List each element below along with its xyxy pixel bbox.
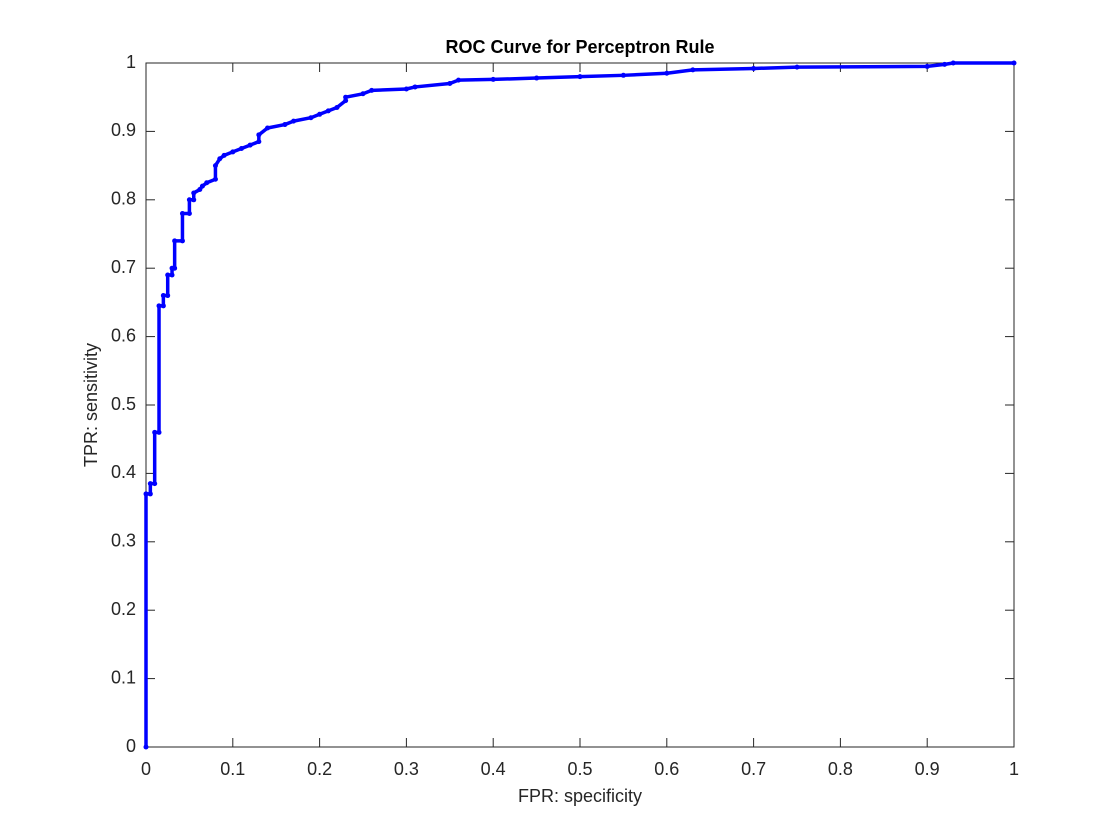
- x-axis-label: FPR: specificity: [518, 786, 642, 806]
- point: [169, 272, 175, 278]
- y-tick-label: 1: [126, 52, 136, 72]
- point: [152, 429, 158, 435]
- y-tick-label: 0.7: [111, 257, 136, 277]
- point: [690, 67, 696, 73]
- x-tick-label: 0.8: [828, 759, 853, 779]
- point: [199, 183, 205, 189]
- point: [620, 72, 626, 78]
- point: [343, 94, 349, 100]
- y-tick-label: 0.8: [111, 189, 136, 209]
- point: [191, 197, 197, 203]
- y-tick-label: 0.9: [111, 120, 136, 140]
- point: [156, 429, 162, 435]
- point: [230, 149, 236, 155]
- point: [204, 180, 210, 186]
- point: [160, 303, 166, 309]
- point: [447, 81, 453, 87]
- point: [256, 132, 262, 138]
- point: [197, 187, 203, 193]
- point: [165, 293, 171, 299]
- point: [360, 91, 366, 97]
- point: [172, 238, 178, 244]
- y-tick-label: 0.6: [111, 325, 136, 345]
- x-tick-label: 0.7: [741, 759, 766, 779]
- point: [143, 491, 149, 497]
- x-tick-label: 0.1: [220, 759, 245, 779]
- point: [950, 60, 956, 66]
- point: [325, 108, 331, 114]
- x-tick-label: 0.5: [567, 759, 592, 779]
- point: [156, 303, 162, 309]
- point: [282, 122, 288, 128]
- point: [256, 139, 262, 145]
- chart-title: ROC Curve for Perceptron Rule: [445, 37, 714, 57]
- point: [186, 197, 192, 203]
- point: [191, 190, 197, 196]
- y-tick-label: 0.2: [111, 599, 136, 619]
- point: [291, 118, 297, 124]
- point: [238, 146, 244, 151]
- point: [455, 77, 461, 83]
- x-tick-label: 0.9: [915, 759, 940, 779]
- point: [212, 163, 218, 169]
- point: [343, 98, 349, 104]
- x-tick-label: 0.2: [307, 759, 332, 779]
- point: [924, 63, 930, 69]
- x-tick-label: 0.6: [654, 759, 679, 779]
- point: [160, 293, 166, 299]
- point: [1011, 60, 1017, 66]
- point: [143, 744, 149, 750]
- point: [794, 64, 800, 70]
- point: [217, 156, 223, 162]
- point: [165, 272, 171, 278]
- point: [186, 210, 192, 216]
- point: [334, 104, 340, 110]
- point: [212, 176, 218, 182]
- x-tick-label: 0: [141, 759, 151, 779]
- point: [403, 86, 409, 92]
- point: [942, 61, 948, 67]
- y-axis-label: TPR: sensitivity: [81, 343, 101, 467]
- y-tick-label: 0.4: [111, 462, 136, 482]
- point: [179, 238, 185, 244]
- x-tick-label: 0.4: [481, 759, 506, 779]
- point: [172, 265, 178, 271]
- y-tick-label: 0.1: [111, 667, 136, 687]
- point: [751, 65, 757, 71]
- y-tick-label: 0: [126, 736, 136, 756]
- point: [534, 75, 540, 81]
- point: [147, 481, 153, 487]
- point: [179, 210, 185, 216]
- point: [412, 84, 418, 90]
- point: [490, 76, 496, 82]
- y-tick-label: 0.3: [111, 531, 136, 551]
- x-tick-label: 1: [1009, 759, 1019, 779]
- point: [152, 481, 158, 487]
- point: [317, 111, 323, 117]
- x-tick-label: 0.3: [394, 759, 419, 779]
- point: [308, 115, 314, 121]
- point: [577, 74, 583, 80]
- point: [664, 70, 670, 76]
- point: [247, 142, 253, 148]
- point: [147, 491, 153, 497]
- point: [221, 152, 227, 158]
- point: [265, 125, 271, 131]
- y-tick-label: 0.5: [111, 394, 136, 414]
- point: [369, 87, 375, 93]
